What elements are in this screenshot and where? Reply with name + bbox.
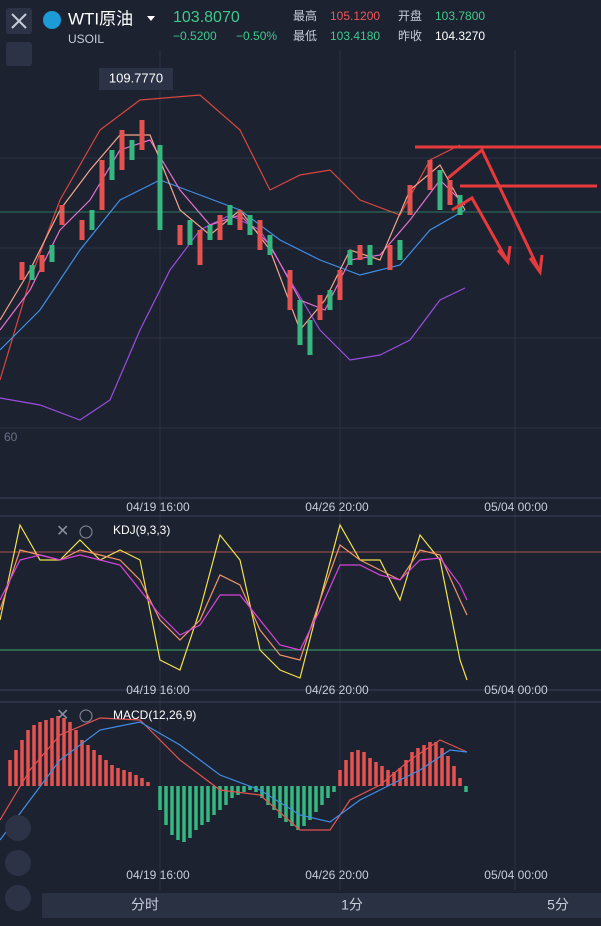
macd-title: MACD(12,26,9)	[113, 708, 196, 722]
stat-label: 昨收	[398, 29, 422, 43]
stat-value: 103.4180	[330, 29, 380, 43]
change-pct: −0.50%	[236, 29, 277, 43]
annotations	[415, 145, 601, 277]
time-label: 04/19 16:00	[126, 683, 190, 697]
stat-label: 开盘	[398, 8, 422, 23]
close-panel[interactable]: ✕	[56, 523, 69, 540]
tool-button[interactable]	[5, 815, 31, 841]
tab-bar	[42, 893, 601, 918]
settings-icon[interactable]	[79, 525, 93, 539]
stat-value: 103.7800	[435, 9, 485, 23]
time-label: 04/19 16:00	[126, 500, 190, 514]
macd-histogram-up	[8, 716, 462, 786]
close-panel[interactable]: ✕	[56, 707, 69, 724]
stat-value: 104.3270	[435, 29, 485, 43]
macd-lines	[0, 717, 468, 841]
kdj-title: KDJ(9,3,3)	[113, 523, 170, 537]
symbol-icon	[43, 11, 61, 29]
price: 103.8070	[173, 9, 240, 26]
tab[interactable]: 分时	[131, 897, 159, 913]
tab[interactable]: 5分	[547, 897, 569, 913]
time-label: 04/19 16:00	[126, 868, 190, 882]
tab[interactable]: 1分	[341, 897, 363, 913]
max-label-box	[99, 68, 173, 90]
stat-value: 105.1200	[330, 9, 380, 23]
time-label: 05/04 00:00	[484, 683, 548, 697]
tool-button[interactable]	[5, 850, 31, 876]
time-label: 05/04 00:00	[484, 500, 548, 514]
time-label: 04/26 20:00	[305, 500, 369, 514]
dropdown-arrow[interactable]	[147, 16, 155, 21]
grid	[0, 50, 601, 890]
tool-button[interactable]	[5, 885, 31, 911]
max-label: 109.7770	[109, 70, 163, 85]
time-label: 05/04 00:00	[484, 868, 548, 882]
axis-label: 60	[4, 430, 18, 444]
kdj-lines	[0, 523, 468, 681]
settings-icon[interactable]	[79, 709, 93, 723]
code: USOIL	[68, 32, 104, 46]
time-label: 04/26 20:00	[305, 868, 369, 882]
candles	[19, 120, 463, 355]
time-label: 04/26 20:00	[305, 683, 369, 697]
close-icon	[11, 13, 27, 29]
stat-label: 最低	[293, 29, 317, 43]
change: −0.5200	[173, 29, 217, 43]
shrink-button[interactable]	[6, 42, 32, 66]
symbol[interactable]: WTI原油	[68, 9, 133, 28]
stat-label: 最高	[293, 8, 317, 23]
